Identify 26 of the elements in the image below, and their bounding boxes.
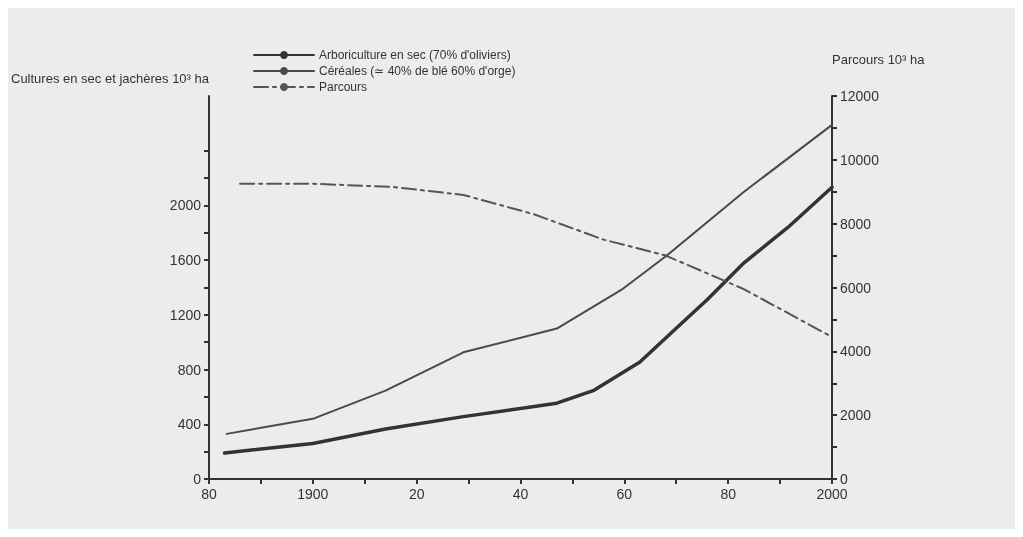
y-tick-label: 1200 (169, 306, 202, 323)
x-tick-label: 80 (201, 486, 217, 502)
x-tick-label: 20 (408, 486, 425, 502)
y2-tick-label: 4000 (840, 343, 872, 360)
x-tick-label: 40 (512, 486, 529, 502)
legend-label: Parcours (319, 80, 368, 94)
y2-axis-title: Parcours 10³ ha (832, 52, 926, 67)
x-tick-label: 1900 (297, 486, 329, 502)
y-tick-label: 1600 (169, 252, 202, 269)
y2-tick-label: 0 (840, 471, 848, 487)
y-tick-label: 400 (177, 416, 202, 433)
y-tick-label: 800 (177, 361, 202, 378)
y2-tick-label: 12000 (840, 88, 880, 104)
y2-tick-label: 6000 (840, 279, 872, 296)
y-tick-label: 0 (193, 471, 202, 487)
x-tick-label: 60 (616, 486, 633, 502)
y-tick-label: 2000 (169, 197, 202, 214)
legend-label: Céréales (≃ 40% de blé 60% d'orge) (319, 64, 516, 78)
x-tick-label: 80 (720, 486, 737, 502)
x-tick-label: 2000 (816, 486, 848, 502)
legend-label: Arboriculture en sec (70% d'oliviers) (319, 48, 511, 62)
y2-tick-label: 8000 (840, 215, 872, 232)
line-series (225, 123, 833, 435)
y2-tick-label: 2000 (840, 407, 872, 424)
y2-tick-label: 10000 (840, 151, 880, 168)
y-axis-title: Cultures en sec et jachères 10³ ha (11, 70, 210, 86)
